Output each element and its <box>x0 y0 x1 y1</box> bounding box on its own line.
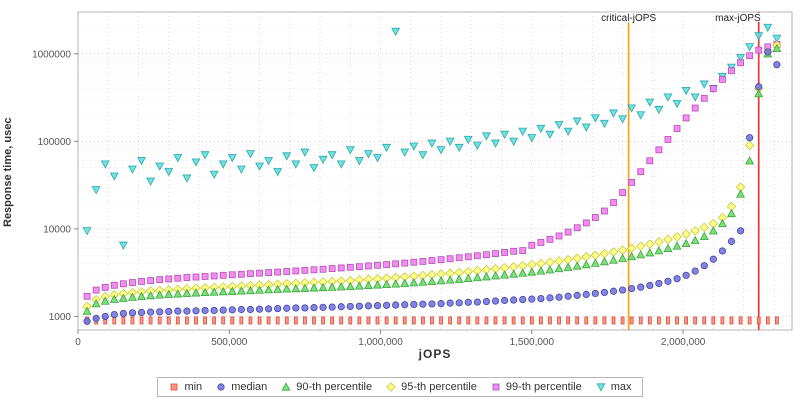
90-th-percentile-marker-icon <box>281 382 291 391</box>
axis-ticks: 0 500,000 1,000,000 1,500,000 2,000,000 1000 1… <box>32 49 706 348</box>
x-tick-label: 2,000,000 <box>661 337 706 348</box>
x-axis-title: jOPS <box>418 347 452 361</box>
gridlines <box>78 12 792 330</box>
critical-jOPS-label: critical-jOPS <box>601 13 656 24</box>
y-tick-label: 100000 <box>38 137 72 148</box>
legend-label: 90-th percentile <box>296 381 373 393</box>
y-axis-title: Response time, usec <box>2 117 14 227</box>
min-marker-icon <box>171 383 178 391</box>
legend-item-min: min <box>168 381 202 393</box>
plot-frame <box>77 11 793 331</box>
series-max <box>82 23 782 250</box>
legend-label: 95-th percentile <box>401 381 477 393</box>
99-th-percentile-marker-icon <box>492 383 500 391</box>
legend-label: max <box>610 381 632 393</box>
x-tick-label: 1,000,000 <box>358 337 403 348</box>
legend-item-90-th-percentile: 90-th percentile <box>280 381 372 393</box>
legend-label: min <box>184 381 203 393</box>
median-marker-icon <box>217 383 225 391</box>
series-99-th-percentile <box>83 40 781 300</box>
legend-item-median: median <box>215 381 267 393</box>
legend-item-95-th-percentile: 95-th percentile <box>385 381 477 393</box>
legend-label: median <box>231 381 268 393</box>
legend-wrap: min median 90-th percentile 95-th percentil… <box>0 377 800 397</box>
series-90-th-percentile <box>82 43 782 315</box>
max-jOPS-label: max-jOPS <box>715 13 761 24</box>
y-tick-label: 10000 <box>43 224 71 235</box>
max-marker-icon <box>596 383 606 392</box>
95-th-percentile-marker-icon <box>386 382 396 392</box>
x-tick-label: 500,000 <box>211 337 248 348</box>
x-tick-label: 0 <box>75 337 81 348</box>
y-tick-label: 1000000 <box>32 49 71 60</box>
x-tick-label: 1,500,000 <box>510 337 555 348</box>
legend-item-max: max <box>595 381 632 393</box>
legend: min median 90-th percentile 95-th percentil… <box>157 377 643 397</box>
y-tick-label: 1000 <box>49 312 72 323</box>
reference-lines <box>627 12 760 330</box>
series-median <box>83 48 781 325</box>
legend-label: 99-th percentile <box>505 381 582 393</box>
legend-item-99-th-percentile: 99-th percentile <box>490 381 582 393</box>
